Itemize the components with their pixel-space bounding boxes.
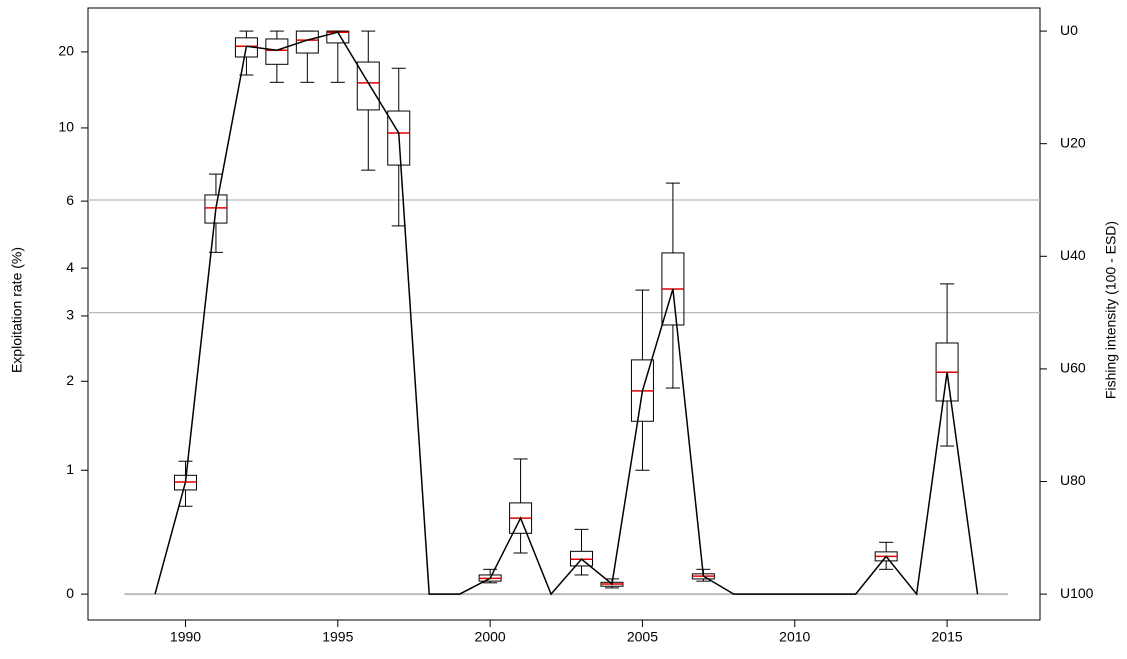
box (204, 194, 228, 224)
box (265, 38, 289, 65)
x-tick-label: 2000 (475, 629, 506, 645)
y-axis-label: Exploitation rate (%) (9, 247, 25, 373)
box (356, 61, 380, 111)
y-tick-label: 2 (66, 372, 74, 388)
y-tick-label: 6 (66, 192, 74, 208)
y-tick-label: 3 (66, 307, 74, 323)
y2-tick-label: U0 (1060, 22, 1078, 38)
y-tick-label: 20 (58, 43, 74, 59)
box (295, 30, 319, 54)
y2-axis-label: Fishing intensity (100 - ESD) (1103, 221, 1119, 399)
series-line (154, 31, 979, 596)
y2-tick-label: U100 (1060, 585, 1094, 601)
box (326, 30, 350, 44)
y2-tick-label: U20 (1060, 134, 1086, 150)
x-tick-label: 2005 (627, 629, 658, 645)
x-tick-label: 2015 (932, 629, 963, 645)
y-tick-label: 1 (66, 461, 74, 477)
x-tick-label: 1995 (322, 629, 353, 645)
x-tick-label: 1990 (170, 629, 201, 645)
y2-tick-label: U60 (1060, 360, 1086, 376)
x-tick-label: 2010 (779, 629, 810, 645)
y-tick-label: 0 (66, 585, 74, 601)
y2-tick-label: U40 (1060, 247, 1086, 263)
y-tick-label: 10 (58, 119, 74, 135)
y-tick-label: 4 (66, 259, 74, 275)
y2-tick-label: U80 (1060, 472, 1086, 488)
box (387, 110, 411, 166)
plot-frame (87, 7, 1041, 621)
